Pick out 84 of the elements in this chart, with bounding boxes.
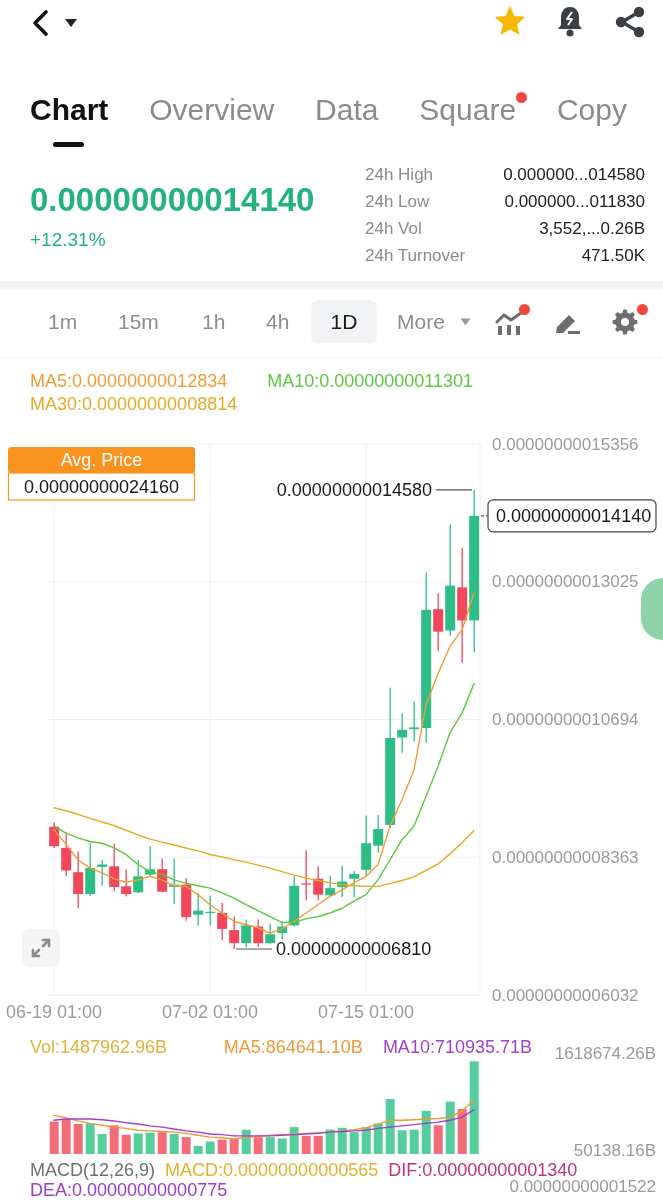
annotation: 0.00000000014580 <box>276 479 432 500</box>
bar <box>337 1127 347 1154</box>
text: 0.00000000014140 <box>496 505 652 526</box>
y-tick-label: 50138.16B <box>573 1141 656 1161</box>
bar <box>169 1134 179 1154</box>
annotation: Avg. Price <box>60 450 143 470</box>
bar <box>265 1137 275 1154</box>
bar <box>277 1138 287 1154</box>
bar <box>385 1099 395 1154</box>
text: MA10:0.00000000011301 <box>267 370 474 393</box>
text: 24h Vol <box>365 218 422 240</box>
bar <box>157 1132 167 1154</box>
bar <box>457 1109 467 1154</box>
text: 0.00000000001522 <box>509 1177 656 1196</box>
text: 4h <box>266 310 290 334</box>
bar <box>49 1121 59 1154</box>
legend-label: DEA:0.00000000000775 <box>30 1180 228 1200</box>
y-tick-label: 0.00000000010694 <box>492 710 639 729</box>
line-series <box>53 1108 475 1137</box>
x-tick-label: 06-19 01:00 <box>5 1002 103 1022</box>
text: 1m <box>48 310 78 334</box>
bar <box>73 1124 83 1154</box>
line-series <box>53 1099 475 1140</box>
bar <box>469 1061 479 1154</box>
chart-title: Vol:1487962.96B <box>30 1036 168 1058</box>
bar <box>205 1141 215 1154</box>
text: MA5:0.00000000012834 <box>30 370 228 393</box>
text: 471.50K <box>581 245 645 267</box>
y-tick-label: 0.00000000008363 <box>492 847 639 867</box>
bar <box>133 1133 143 1154</box>
y-tick-label: 1618674.26B <box>554 1043 656 1063</box>
text: 1h <box>202 310 226 334</box>
bar <box>409 1129 419 1154</box>
bar <box>361 1127 371 1154</box>
bar <box>397 1130 407 1154</box>
bar <box>181 1137 191 1154</box>
bar <box>421 1110 431 1154</box>
bar <box>301 1135 311 1154</box>
text: 0.000000...014580 <box>503 164 645 186</box>
text: 0.000000...011830 <box>504 191 645 213</box>
annotation: 0.00000000006810 <box>276 939 432 960</box>
text: More <box>397 310 445 334</box>
text: Chart <box>30 92 109 128</box>
text: Data <box>315 92 379 128</box>
bar <box>85 1123 95 1154</box>
text: 24h Turnover <box>365 245 466 267</box>
bar <box>109 1125 119 1154</box>
text: MA30:0.00000000008814 <box>30 393 238 416</box>
bar <box>313 1135 323 1154</box>
bar <box>61 1119 71 1154</box>
text: 24h Low <box>365 191 430 213</box>
text: MA5:864641.10B <box>223 1036 363 1058</box>
bar <box>349 1132 359 1154</box>
text: +12.31% <box>30 228 106 252</box>
bar <box>289 1127 299 1154</box>
text: 15m <box>118 310 159 334</box>
text: Copy <box>556 92 627 128</box>
x-tick-label: 07-15 01:00 <box>317 1002 415 1022</box>
bar <box>97 1134 107 1154</box>
text: 24h High <box>365 164 434 186</box>
text: 1D <box>329 310 359 334</box>
text: 0.00000000014140 <box>30 180 315 220</box>
bar <box>445 1101 455 1154</box>
bar <box>121 1134 131 1154</box>
y-tick-label: 0.00000000013025 <box>492 572 639 592</box>
annotation: 0.00000000024160 <box>23 477 180 497</box>
text: MA10:710935.71B <box>382 1036 532 1058</box>
text: 3,552,...0.26B <box>539 218 645 240</box>
text: Overview <box>149 92 275 128</box>
legend-label: DIF:0.00000000001340 <box>388 1160 578 1180</box>
text: Square <box>419 92 517 128</box>
bar <box>253 1137 263 1154</box>
bar <box>325 1129 335 1154</box>
bar <box>373 1123 383 1154</box>
bar <box>433 1125 443 1154</box>
y-tick-label: 0.00000000006032 <box>492 985 639 1005</box>
bar <box>217 1139 227 1154</box>
bar <box>193 1145 203 1154</box>
x-tick-label: 07-02 01:00 <box>161 1002 259 1022</box>
bar <box>229 1138 239 1154</box>
legend-label: MACD:0.00000000000565 <box>165 1160 379 1180</box>
text: MACD(12,26,9) <box>30 1160 156 1180</box>
y-tick-label: 0.00000000015356 <box>492 434 639 454</box>
bar <box>145 1132 155 1154</box>
